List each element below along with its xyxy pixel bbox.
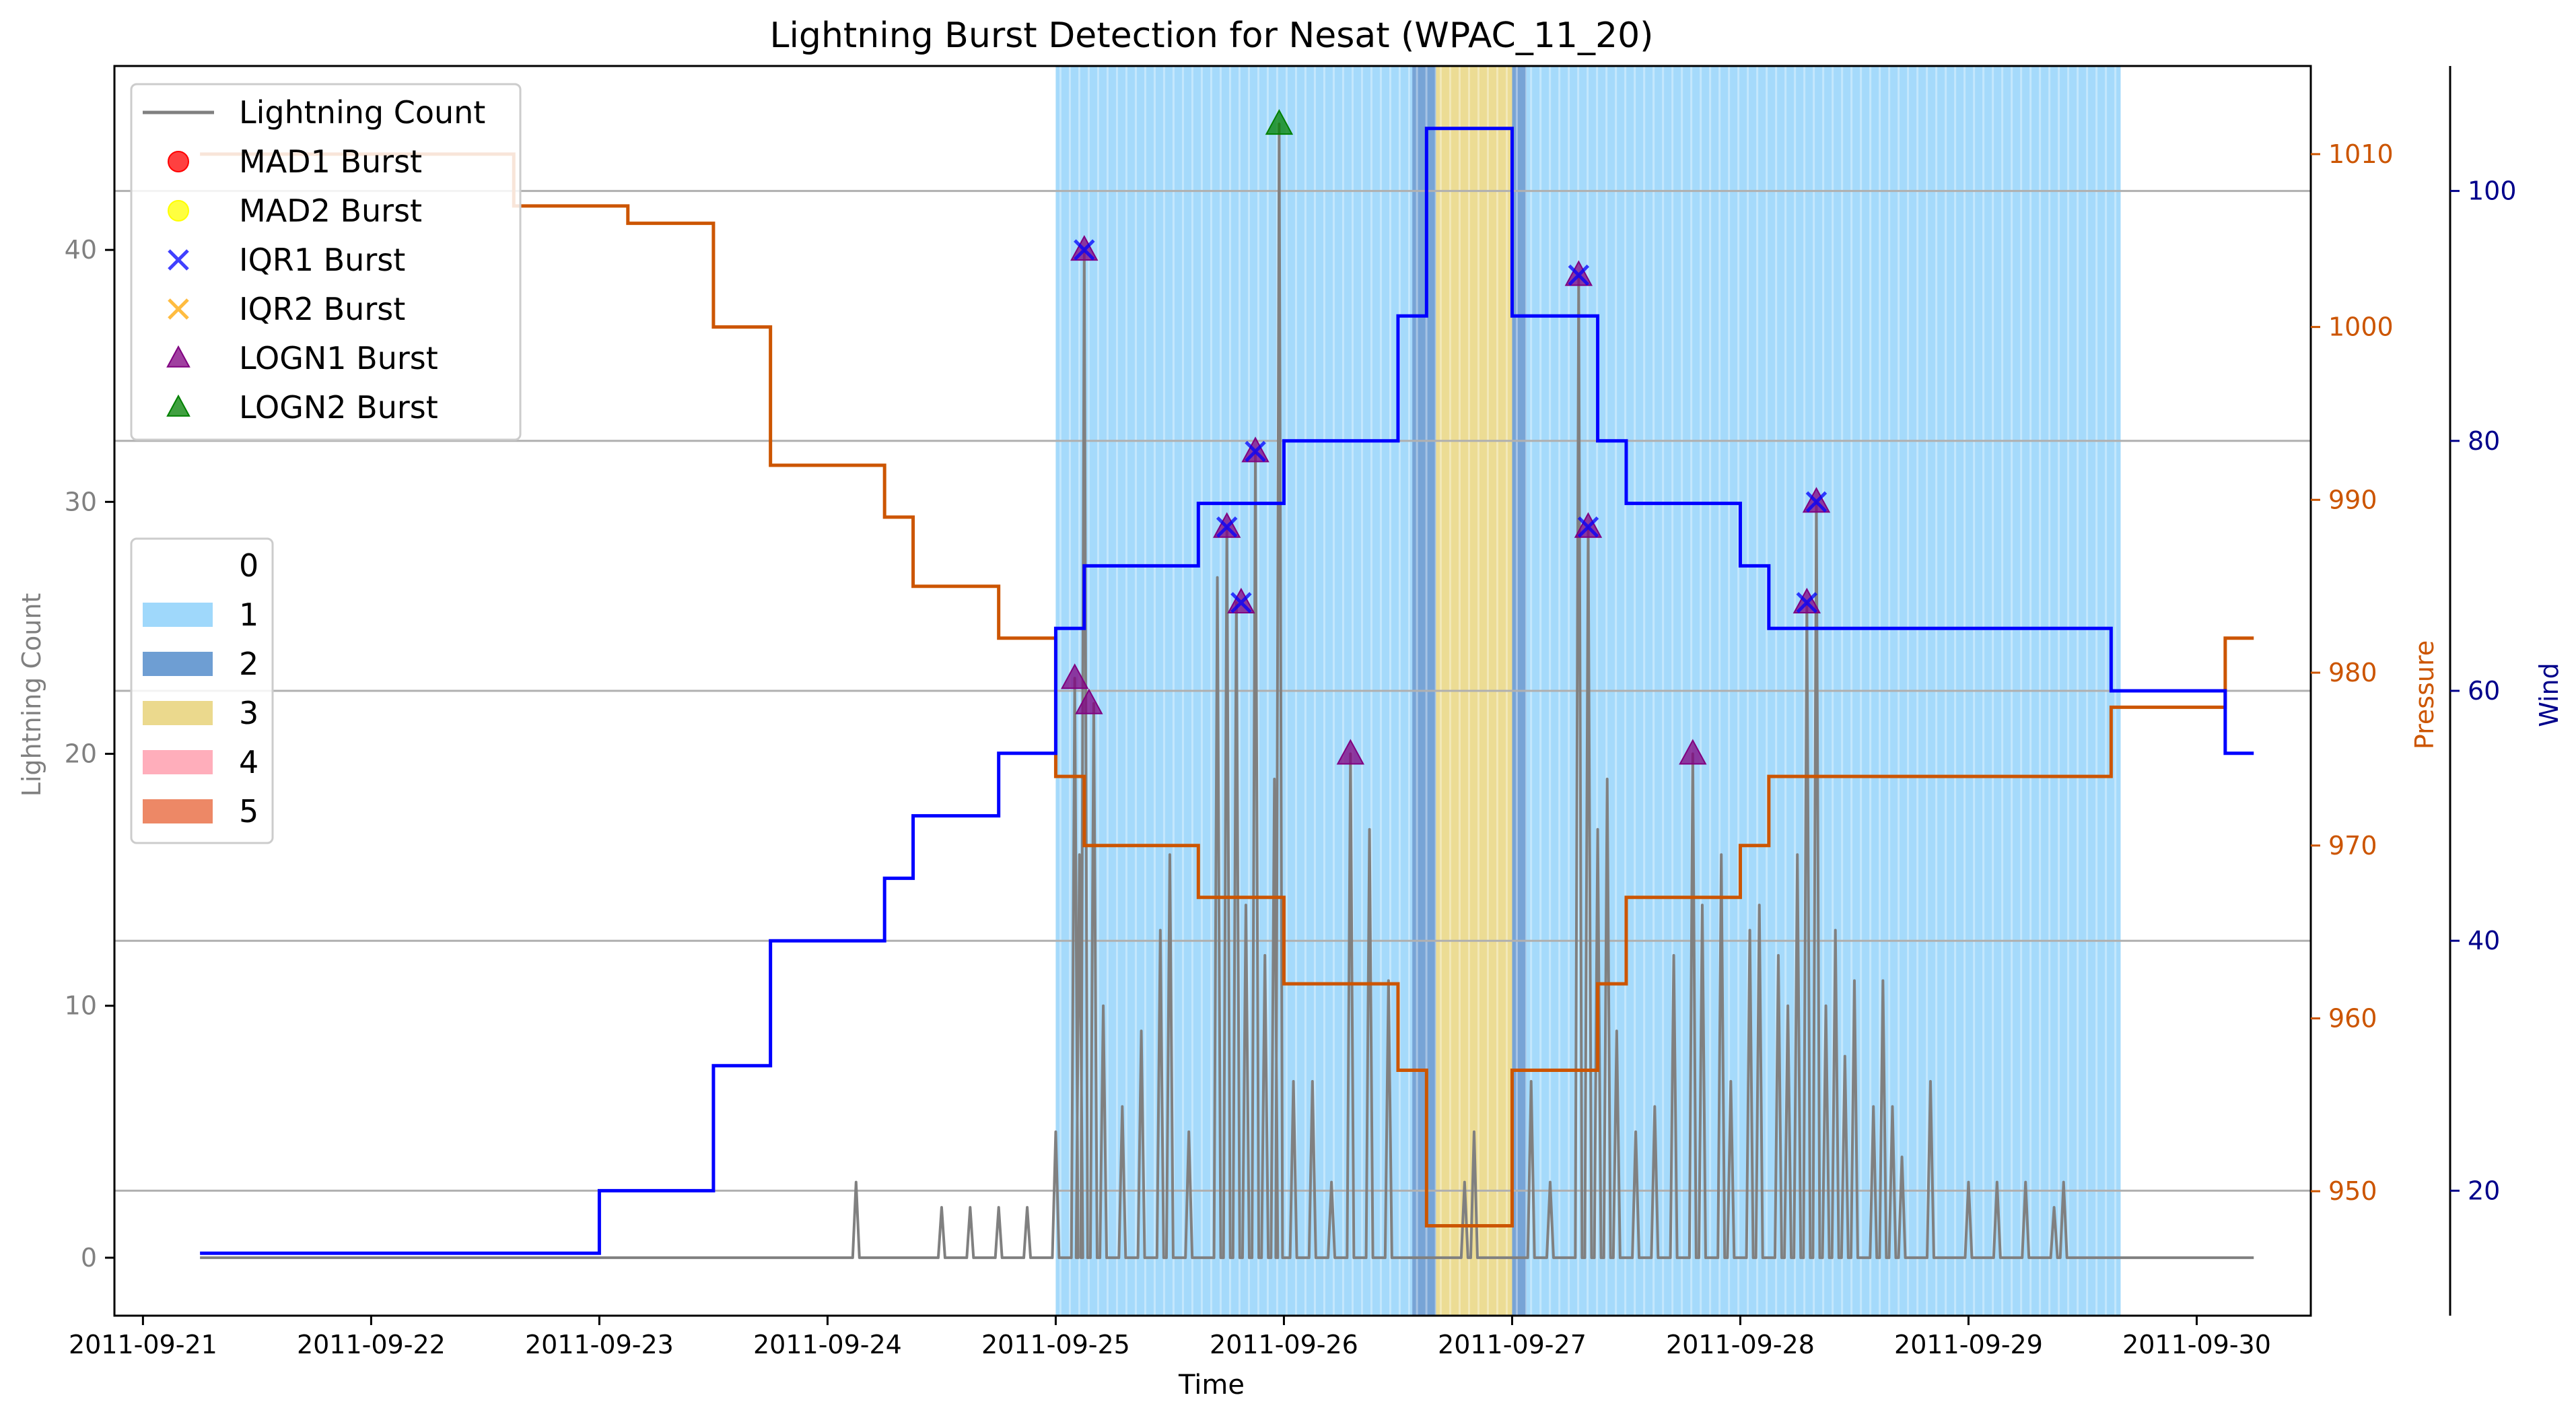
- wind-series: [200, 127, 2254, 1255]
- x-tick-label: 2011-09-26: [1210, 1330, 1358, 1359]
- legend-series-label: Lightning Count: [239, 94, 485, 131]
- legend-series-label: IQR1 Burst: [239, 242, 405, 278]
- x-tick-label: 2011-09-22: [297, 1330, 446, 1359]
- y-wind-tick-label: 100: [2468, 176, 2517, 206]
- legend-series-label: LOGN2 Burst: [239, 389, 438, 426]
- x-tick-label: 2011-09-21: [69, 1330, 217, 1359]
- y-wind-tick-label: 40: [2468, 926, 2500, 955]
- y-left-tick-label: 0: [81, 1243, 97, 1273]
- legend-circle-swatch: [168, 200, 189, 222]
- lightning-count-line: [200, 123, 2254, 1259]
- logn1-burst-marker: [1060, 663, 1089, 689]
- legend-category-swatch: [143, 603, 213, 627]
- legend-category-swatch: [143, 553, 213, 578]
- y-wind-tick-label: 20: [2468, 1176, 2500, 1205]
- legend-category-label: 3: [239, 695, 258, 731]
- axes: 2011-09-21 2011-09-22 2011-09-23 2011-09-24…: [65, 65, 2517, 1359]
- logn2-burst-marker: [1265, 108, 1294, 135]
- iqr1-burst-marker: [1245, 440, 1266, 463]
- iqr1-burst-marker: [1230, 592, 1252, 613]
- iqr1-burst-marker: [1074, 239, 1095, 261]
- y-pressure-tick-label: 980: [2328, 658, 2377, 687]
- y-pressure-tick-label: 990: [2328, 485, 2377, 514]
- legend-cross-swatch: [168, 298, 189, 320]
- y-left-tick-label: 20: [65, 739, 97, 769]
- y-pressure-tick-label: 1010: [2328, 139, 2394, 169]
- y-pressure-tick-label: 1000: [2328, 312, 2394, 342]
- y-wind-tick-label: 80: [2468, 426, 2500, 456]
- logn1-burst-marker: [1336, 739, 1365, 765]
- legend-triangle-swatch: [166, 394, 190, 417]
- plot-frame: [113, 65, 2312, 1317]
- y-left-tick-label: 10: [65, 991, 97, 1021]
- x-tick-label: 2011-09-27: [1438, 1330, 1587, 1359]
- legend-series-label: IQR2 Burst: [239, 291, 405, 327]
- logn1-burst-marker: [1679, 739, 1707, 765]
- iqr1-burst-marker: [1568, 264, 1590, 286]
- legend-series-box: [130, 83, 522, 441]
- legend-category-label: 4: [239, 744, 258, 780]
- x-axis-label: Time: [1178, 1370, 1245, 1401]
- lightning-series: [200, 123, 2254, 1259]
- y-pressure-tick-label: 960: [2328, 1003, 2377, 1033]
- y-left-tick-label: 40: [65, 235, 97, 265]
- chart-title: Lightning Burst Detection for Nesat (WPA…: [770, 15, 1654, 56]
- legend-category-swatch: [143, 701, 213, 725]
- x-tick-label: 2011-09-25: [981, 1330, 1130, 1359]
- iqr1-burst-marker: [1216, 516, 1238, 538]
- legend-category-swatch: [143, 652, 213, 676]
- legend-category-swatch: [143, 799, 213, 823]
- y-left-tick-label: 30: [65, 487, 97, 516]
- legend-series-label: MAD2 Burst: [239, 193, 422, 229]
- legend-category-swatch: [143, 750, 213, 774]
- x-tick-label: 2011-09-30: [2122, 1330, 2271, 1359]
- wind-line: [200, 127, 2254, 1255]
- legend-series: Lightning Count MAD1 Burst MAD2 Burst IQR1 …: [130, 83, 522, 441]
- y-axis-label-pressure: Pressure: [2410, 640, 2439, 749]
- iqr1-burst-marker: [1796, 592, 1818, 613]
- iqr1-burst-marker: [1805, 491, 1827, 513]
- legend-categories: 0 1 2 3 4 5: [130, 537, 274, 844]
- x-tick-label: 2011-09-29: [1894, 1330, 2043, 1359]
- x-tick-label: 2011-09-24: [753, 1330, 902, 1359]
- legend-triangle-swatch: [166, 345, 190, 368]
- legend-category-label: 2: [239, 646, 258, 682]
- pressure-series: [200, 152, 2254, 1228]
- pressure-line: [200, 152, 2254, 1228]
- logn1-burst-marker: [1075, 688, 1103, 714]
- legend-series-label: LOGN1 Burst: [239, 340, 438, 376]
- legend-cross-swatch: [168, 249, 189, 271]
- legend-circle-swatch: [168, 151, 189, 172]
- x-tick-label: 2011-09-28: [1666, 1330, 1815, 1359]
- burst-markers: [1060, 108, 1831, 765]
- x-tick-label: 2011-09-23: [525, 1330, 674, 1359]
- y-axis-label-wind: Wind: [2534, 663, 2564, 727]
- legend-category-label: 5: [239, 793, 258, 830]
- legend-category-label: 0: [239, 547, 258, 584]
- y-pressure-tick-label: 950: [2328, 1176, 2377, 1206]
- y-axis-label-lightning: Lightning Count: [17, 593, 46, 797]
- legend-series-label: MAD1 Burst: [239, 143, 422, 180]
- iqr1-burst-marker: [1577, 516, 1599, 538]
- y-wind-tick-label: 60: [2468, 676, 2500, 706]
- legend-category-label: 1: [239, 597, 258, 633]
- y-pressure-tick-label: 970: [2328, 831, 2377, 861]
